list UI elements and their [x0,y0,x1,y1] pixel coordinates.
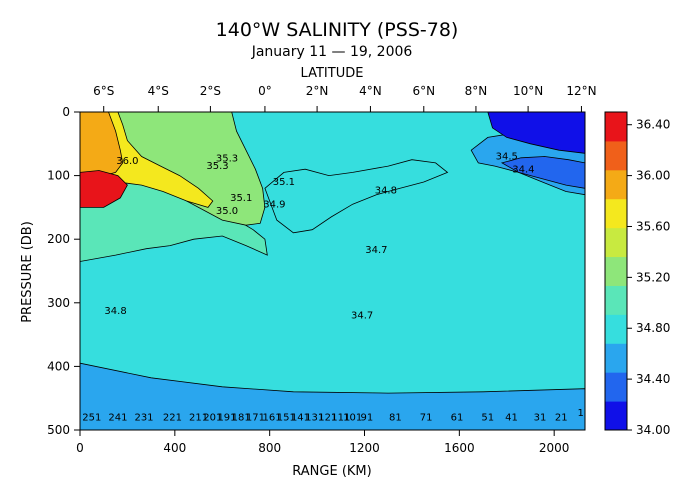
contour-label: 41 [505,412,518,423]
top-tick-label: 4°N [359,84,382,98]
contour-label: 35.1 [230,193,252,204]
top-axis-label: LATITUDE [301,66,364,81]
contour-label: 34.8 [104,306,126,317]
x-tick-label: 0 [76,441,84,455]
contour-label: 35.3 [206,161,228,172]
contour-label: 171 [246,412,265,423]
plot-area: 35.335.3 35.1 35.0 34.9 35.1 34.8 34.7 34.7 34.8… [80,112,590,430]
chart-title: 140°W SALINITY (PSS-78) [216,19,459,41]
y-tick-label: 200 [47,232,70,246]
contour-label: 31 [534,412,547,423]
contour-label: 241 [108,412,127,423]
colorbar-tick-label: 35.60 [636,219,670,233]
colorbar-segment [605,401,627,431]
contour-label: 91 [361,412,374,423]
contour-label: 141 [291,412,310,423]
contour-label: 161 [262,412,281,423]
contour-label: 101 [343,412,362,423]
salinity-fill-regions [80,112,585,430]
colorbar-segment [605,169,627,200]
contour-label: 121 [318,412,337,423]
y-tick-label: 100 [47,169,70,183]
region-south-core-36-4 [80,170,128,208]
colorbar-tick-label: 34.40 [636,372,670,386]
contour-label: 131 [305,412,324,423]
colorbar-segment [605,198,627,229]
contour-label: 11 [577,408,590,419]
x-tick-label: 1200 [349,441,380,455]
contour-label: 61 [451,412,464,423]
contour-label: 34.7 [351,311,373,322]
colorbar-tick-label: 36.40 [636,118,670,132]
top-tick-label: 2°N [306,84,329,98]
colorbar-segment [605,285,627,315]
contour-label: 111 [331,412,350,423]
chart-subtitle: January 11 — 19, 2006 [251,44,413,60]
contour-label: 51 [481,412,494,423]
colorbar-tick-label: 35.20 [636,270,670,284]
region-north-surface-fresh [487,112,585,154]
contour-label: 181 [232,412,251,423]
contour-label: 231 [134,412,153,423]
colorbar-segment [605,343,627,373]
colorbar-segment [605,372,627,402]
y-tick-label: 400 [47,359,70,373]
contour-label: 221 [163,412,182,423]
region-north-fresh-lens [500,156,585,189]
contour-label: 34.5 [496,152,518,163]
top-tick-label: 4°S [148,84,169,98]
x-axis-label: RANGE (KM) [292,464,371,479]
y-axis-ticks: 0 100 200 300 400 500 [47,105,80,437]
top-tick-label: 12°N [566,84,596,98]
top-axis-ticks: 6°S 4°S 2°S 0° 2°N 4°N 6°N 8°N 10°N 12°N [93,84,597,112]
top-tick-label: 6°N [412,84,435,98]
contour-label: 34.9 [263,199,285,210]
contour-label: 21 [555,412,568,423]
contour-label: 251 [82,412,101,423]
y-tick-label: 300 [47,296,70,310]
colorbar-tick-label: 36.00 [636,169,670,183]
x-tick-label: 400 [163,441,186,455]
colorbar-segment [605,314,627,344]
x-axis-ticks: 0 400 800 1200 1600 2000 [76,430,569,455]
top-tick-label: 10°N [513,84,543,98]
y-tick-label: 500 [47,423,70,437]
contour-label: 35.1 [273,177,295,188]
colorbar-segment [605,227,627,258]
top-tick-label: 0° [258,84,272,98]
region-deep-lower-salinity [80,362,585,430]
contour-labels: 35.335.3 35.1 35.0 34.9 35.1 34.8 34.7 34.7 34.8… [82,152,590,424]
contour-label: 34.8 [375,185,397,196]
colorbar-segment [605,256,627,286]
contour-label: 36.0 [116,156,138,167]
contour-label: 211 [189,412,208,423]
region-equatorial-ridge [264,159,449,234]
colorbar-frame [604,111,628,431]
y-axis-label: PRESSURE (DB) [20,221,35,323]
contour-label: 35.3 [216,154,238,165]
colorbar-segment [605,112,627,142]
contour-label: 191 [217,412,236,423]
contour-label: 71 [420,412,433,423]
top-tick-label: 6°S [93,84,114,98]
colorbar-tick-label: 34.00 [636,423,670,437]
x-tick-label: 800 [258,441,281,455]
colorbar-tick-label: 34.80 [636,321,670,335]
colorbar: 34.00 34.40 34.80 35.20 35.60 36.00 36.40 [604,111,670,437]
contour-label: 35.0 [216,206,238,217]
contour-label: 81 [389,412,402,423]
contour-label: 201 [203,412,222,423]
colorbar-segment [605,140,627,171]
contour-label: 34.4 [512,164,534,175]
y-tick-label: 0 [62,105,70,119]
contour-label: 151 [277,412,296,423]
x-tick-label: 2000 [539,441,570,455]
top-tick-label: 8°N [465,84,488,98]
top-tick-label: 2°S [200,84,221,98]
plot-frame [79,111,586,431]
x-tick-label: 1600 [444,441,475,455]
contour-label: 34.7 [365,245,387,256]
